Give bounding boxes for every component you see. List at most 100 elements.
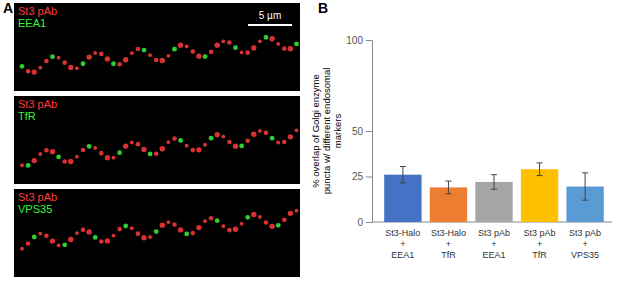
y-axis-title: % overlap of Golgi enzymepuncta w/ diffe… bbox=[310, 68, 343, 195]
punctum bbox=[38, 66, 42, 70]
x-tick-label: St3 pAb+EEA1 bbox=[478, 228, 510, 260]
punctum bbox=[191, 231, 196, 236]
y-tick-mark bbox=[366, 131, 372, 132]
punctum bbox=[75, 155, 79, 159]
punctum bbox=[148, 53, 152, 57]
punctum bbox=[62, 60, 67, 65]
x-tick-label: St3 pAb+TfR bbox=[524, 228, 556, 260]
punctum bbox=[154, 151, 159, 156]
punctum bbox=[221, 39, 225, 43]
x-tick-label: St3-Halo+EEA1 bbox=[385, 228, 420, 260]
punctum bbox=[112, 234, 116, 238]
micrograph: St3 pAbEEA15 µm bbox=[14, 3, 300, 91]
punctum bbox=[160, 58, 165, 63]
punctum bbox=[62, 159, 67, 164]
punctum bbox=[99, 151, 104, 156]
punctum bbox=[185, 44, 189, 48]
y-axis-line bbox=[372, 41, 373, 223]
punctum bbox=[81, 148, 86, 153]
y-tick-mark bbox=[366, 177, 372, 178]
channel-label: St3 pAb bbox=[18, 5, 57, 17]
punctum bbox=[93, 51, 97, 55]
punctum bbox=[136, 142, 141, 147]
punctum bbox=[196, 53, 201, 58]
punctum bbox=[209, 136, 214, 141]
bar bbox=[521, 169, 558, 222]
y-tick: 0 bbox=[357, 217, 372, 228]
punctum bbox=[221, 135, 225, 139]
punctum bbox=[172, 222, 177, 227]
punctum bbox=[282, 217, 287, 222]
punctum bbox=[178, 138, 183, 143]
punctum bbox=[295, 209, 299, 213]
punctum bbox=[81, 228, 86, 233]
punctum bbox=[203, 54, 208, 59]
punctum bbox=[282, 46, 287, 51]
punctum bbox=[130, 141, 134, 145]
punctum bbox=[26, 69, 31, 74]
y-tick-label: 0 bbox=[357, 217, 363, 228]
punctum bbox=[270, 136, 275, 141]
y-tick-mark bbox=[366, 222, 372, 223]
y-tick: 100 bbox=[346, 35, 372, 46]
punctum bbox=[251, 212, 256, 217]
punctum bbox=[203, 219, 207, 223]
y-axis-title-line: puncta w/ different endosomal bbox=[321, 68, 332, 195]
punctum bbox=[221, 224, 225, 228]
y-axis-title-line: markers bbox=[332, 114, 343, 149]
channel-label: St3 pAb bbox=[18, 98, 57, 110]
image-background bbox=[14, 189, 300, 277]
punctum bbox=[112, 156, 116, 160]
punctum bbox=[93, 146, 97, 150]
punctum bbox=[167, 220, 171, 224]
x-tick-label: St3-Halo+TfR bbox=[431, 228, 466, 260]
punctum bbox=[148, 235, 152, 239]
punctum bbox=[160, 146, 165, 151]
punctum bbox=[68, 65, 73, 70]
punctum bbox=[209, 50, 214, 55]
punctum bbox=[215, 218, 220, 223]
punctum bbox=[123, 143, 128, 148]
punctum bbox=[294, 42, 299, 47]
punctum bbox=[99, 52, 104, 57]
punctum bbox=[20, 247, 24, 251]
punctum bbox=[203, 143, 207, 147]
punctum bbox=[185, 144, 189, 148]
punctum bbox=[245, 138, 250, 143]
punctum bbox=[264, 220, 269, 225]
punctum bbox=[233, 45, 238, 50]
y-axis-title-line: % overlap of Golgi enzyme bbox=[310, 74, 321, 188]
y-axis: 02550100 bbox=[346, 35, 372, 228]
punctum bbox=[251, 132, 256, 137]
error-bar bbox=[491, 175, 497, 190]
punctum bbox=[75, 66, 79, 70]
punctum bbox=[26, 163, 31, 168]
punctum bbox=[57, 243, 61, 247]
punctum bbox=[38, 232, 42, 236]
punctum bbox=[117, 150, 122, 155]
punctum bbox=[50, 54, 55, 59]
punctum bbox=[264, 35, 269, 40]
punctum bbox=[32, 69, 37, 74]
punctum bbox=[160, 222, 165, 227]
x-tick-label: St3 pAb+VPS35 bbox=[569, 228, 601, 260]
punctum bbox=[269, 224, 274, 229]
punctum bbox=[57, 56, 61, 60]
error-bar bbox=[400, 166, 406, 182]
plot-area bbox=[384, 163, 604, 222]
punctum bbox=[172, 136, 177, 141]
punctum bbox=[26, 241, 31, 246]
punctum bbox=[276, 42, 280, 46]
punctum bbox=[32, 158, 37, 163]
punctum bbox=[288, 211, 293, 216]
punctum bbox=[258, 215, 262, 219]
punctum bbox=[227, 140, 232, 145]
punctum bbox=[62, 242, 67, 247]
punctum bbox=[288, 134, 293, 139]
puncta bbox=[20, 128, 298, 167]
punctum bbox=[184, 232, 189, 237]
punctum bbox=[136, 47, 141, 52]
punctum bbox=[172, 47, 177, 52]
punctum bbox=[227, 228, 232, 233]
error-bar bbox=[537, 163, 543, 176]
